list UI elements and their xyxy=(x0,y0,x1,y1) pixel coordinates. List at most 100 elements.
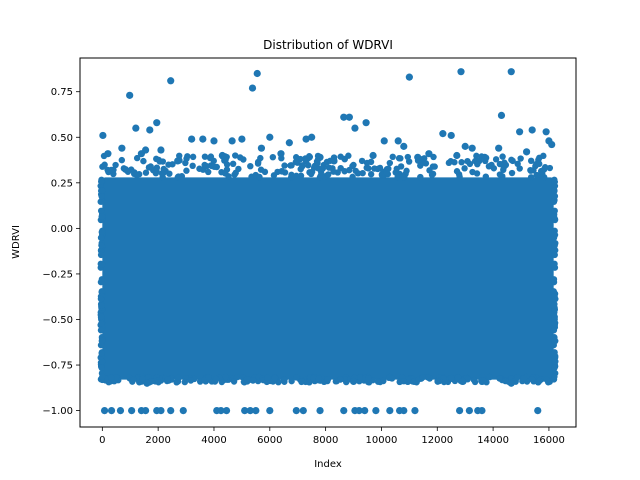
edge-point xyxy=(189,162,196,170)
edge-point xyxy=(419,374,427,381)
x-axis-ticks: 0 2000 4000 6000 8000 10000 12000 14000 16000 xyxy=(99,427,565,446)
edge-point xyxy=(486,373,493,381)
edge-point xyxy=(98,337,106,345)
edge-point xyxy=(454,374,462,381)
data-point xyxy=(253,69,261,78)
edge-point xyxy=(306,169,313,176)
x-tick-label: 10000 xyxy=(366,435,398,446)
data-point xyxy=(146,126,154,134)
y-tick-label: −1.00 xyxy=(42,406,73,417)
y-tick-label: 0.50 xyxy=(51,133,73,144)
data-point xyxy=(243,376,252,384)
data-point xyxy=(316,407,324,415)
edge-point xyxy=(445,159,453,167)
data-point xyxy=(266,407,274,415)
edge-point xyxy=(482,173,490,180)
edge-point xyxy=(124,168,132,175)
edge-point xyxy=(551,364,558,372)
edge-point xyxy=(247,162,254,170)
edge-point xyxy=(142,169,150,176)
y-tick-label: 0.00 xyxy=(51,224,73,235)
edge-point xyxy=(458,159,465,166)
edge-point xyxy=(536,160,543,168)
edge-point xyxy=(97,207,105,215)
edge-point xyxy=(516,165,523,172)
edge-point xyxy=(550,261,557,268)
data-point xyxy=(285,139,293,147)
edge-point xyxy=(98,228,106,236)
edge-point xyxy=(288,377,295,385)
edge-point xyxy=(108,374,115,381)
data-point xyxy=(542,128,550,136)
data-point xyxy=(411,407,419,415)
data-point xyxy=(153,119,161,127)
edge-point xyxy=(97,234,105,241)
edge-point xyxy=(509,157,516,165)
data-point xyxy=(458,377,466,386)
edge-point xyxy=(99,358,106,365)
data-point xyxy=(174,157,182,165)
edge-point xyxy=(502,377,509,385)
data-point xyxy=(456,407,464,415)
edge-point xyxy=(464,157,471,165)
data-point xyxy=(349,377,358,386)
edge-point xyxy=(550,276,558,283)
edge-point xyxy=(464,376,471,383)
data-point xyxy=(241,407,249,415)
edge-point xyxy=(538,167,545,175)
data-point xyxy=(439,130,447,138)
edge-point xyxy=(330,168,337,175)
edge-point xyxy=(456,173,463,181)
data-point xyxy=(340,407,348,415)
y-tick-label: 0.25 xyxy=(51,178,73,189)
edge-point xyxy=(288,173,295,181)
edge-point xyxy=(99,373,106,380)
edge-point xyxy=(97,251,105,259)
y-axis-label: WDRVI xyxy=(11,225,22,259)
edge-point xyxy=(365,374,372,382)
edge-point xyxy=(324,376,332,383)
data-point xyxy=(99,131,107,140)
data-point xyxy=(126,91,134,99)
edge-point xyxy=(98,178,105,185)
edge-point xyxy=(249,377,257,384)
edge-point xyxy=(229,160,237,168)
edge-point xyxy=(453,168,461,175)
edge-point xyxy=(297,172,305,179)
edge-point xyxy=(496,375,503,382)
edge-point xyxy=(189,153,197,161)
edge-point xyxy=(278,168,286,175)
data-point xyxy=(380,137,388,145)
data-point xyxy=(132,124,140,132)
data-point xyxy=(369,151,377,160)
data-point xyxy=(355,407,363,415)
edge-point xyxy=(232,169,239,177)
edge-point xyxy=(212,375,220,383)
edge-point xyxy=(374,378,382,385)
data-point xyxy=(330,157,338,165)
x-tick-label: 12000 xyxy=(421,435,453,446)
edge-point xyxy=(357,374,364,381)
data-point xyxy=(246,407,254,415)
data-point xyxy=(522,148,531,156)
dense-point-band xyxy=(97,152,559,386)
data-point xyxy=(516,128,524,136)
edge-point xyxy=(210,157,217,165)
edge-point xyxy=(293,172,300,180)
edge-point xyxy=(349,162,356,170)
edge-point xyxy=(133,171,140,179)
edge-point xyxy=(536,377,543,385)
edge-point xyxy=(257,154,264,162)
edge-point xyxy=(386,159,394,167)
x-tick-label: 14000 xyxy=(477,435,509,446)
data-point xyxy=(257,144,266,152)
edge-point xyxy=(337,376,344,383)
edge-point xyxy=(550,213,558,220)
edge-point xyxy=(98,364,105,372)
data-point xyxy=(141,407,150,415)
edge-point xyxy=(533,171,540,179)
data-point xyxy=(534,407,542,415)
edge-point xyxy=(159,158,167,165)
data-point xyxy=(447,131,455,140)
data-point xyxy=(116,407,125,415)
